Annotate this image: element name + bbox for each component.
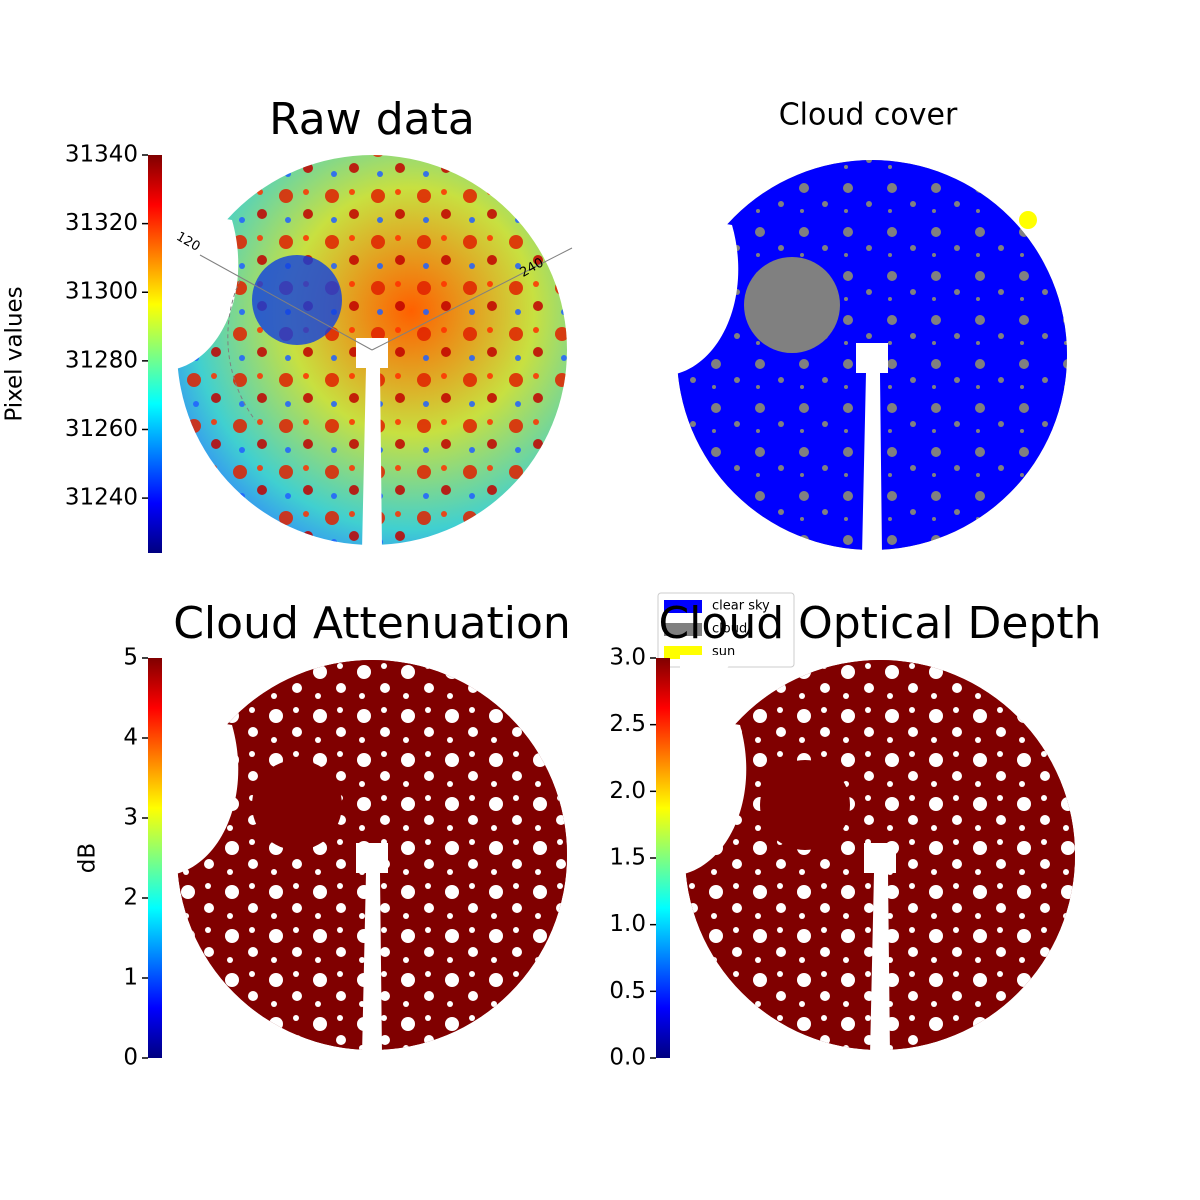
colorbar-tick-label: 2.5 xyxy=(609,711,646,737)
colorbar-tick-label: 31240 xyxy=(65,485,138,511)
azimuth-line xyxy=(199,254,373,351)
legend-label: clear sky xyxy=(712,599,770,614)
colorbar-tick-label: 31260 xyxy=(65,416,138,442)
colorbar-tick-label: 0.0 xyxy=(609,1045,646,1071)
colorbar-tick-label: 1.0 xyxy=(609,911,646,937)
colorbar-tick-label: 1.5 xyxy=(609,845,646,871)
colorbar-tick-label: 31280 xyxy=(65,347,138,373)
masked-edge xyxy=(680,655,740,715)
panel-title: Raw data xyxy=(269,94,475,145)
legend-swatch xyxy=(664,600,702,613)
masked-edge xyxy=(172,210,239,370)
shadow-band xyxy=(864,843,896,1055)
panel-title: Cloud Optical Depth xyxy=(658,598,1101,649)
sky-image xyxy=(172,655,567,1055)
shadow-band xyxy=(356,843,388,1055)
colorbar-tick-label: 0.5 xyxy=(609,978,646,1004)
azimuth-line xyxy=(371,247,573,351)
masked-edge xyxy=(172,715,239,875)
sky-image xyxy=(680,655,1075,1055)
cloud-region xyxy=(744,257,840,353)
colorbar-tick-label: 5 xyxy=(123,645,138,671)
colorbar xyxy=(148,155,162,553)
colorbar-label: Pixel values xyxy=(2,286,28,421)
dense-region xyxy=(252,760,342,850)
colorbar-tick-label: 3 xyxy=(123,805,138,831)
colorbar-tick-label: 31340 xyxy=(65,142,138,168)
colorbar xyxy=(656,658,670,1058)
masked-edge xyxy=(172,655,232,715)
sun-marker xyxy=(1019,211,1037,229)
colorbar-tick-label: 4 xyxy=(123,725,138,751)
zenith-arc xyxy=(227,279,256,421)
sky-image xyxy=(672,155,1067,555)
masked-edge xyxy=(680,715,747,875)
colorbar-tick-label: 1 xyxy=(123,965,138,991)
panel-title: Cloud Attenuation xyxy=(173,598,571,649)
colorbar-tick-label: 31300 xyxy=(65,279,138,305)
colorbar-tick-label: 0 xyxy=(123,1045,138,1071)
shadow-band xyxy=(356,338,388,550)
colorbar-tick-label: 2 xyxy=(123,885,138,911)
dense-region xyxy=(760,760,850,850)
shadow-band xyxy=(856,343,888,555)
masked-edge xyxy=(172,150,232,210)
masked-edge xyxy=(672,215,739,375)
colorbar xyxy=(148,658,162,1058)
colorbar-tick-label: 3.0 xyxy=(609,645,646,671)
legend-swatch xyxy=(664,623,702,636)
clear-region xyxy=(252,255,342,345)
colorbar-tick-label: 31320 xyxy=(65,210,138,236)
panel-title: Cloud cover xyxy=(779,98,958,133)
colorbar-tick-label: 2.0 xyxy=(609,778,646,804)
masked-edge xyxy=(672,155,732,215)
colorbar-label: dB xyxy=(75,843,101,873)
sky-image xyxy=(172,150,567,550)
legend-label: cloud xyxy=(712,622,747,637)
